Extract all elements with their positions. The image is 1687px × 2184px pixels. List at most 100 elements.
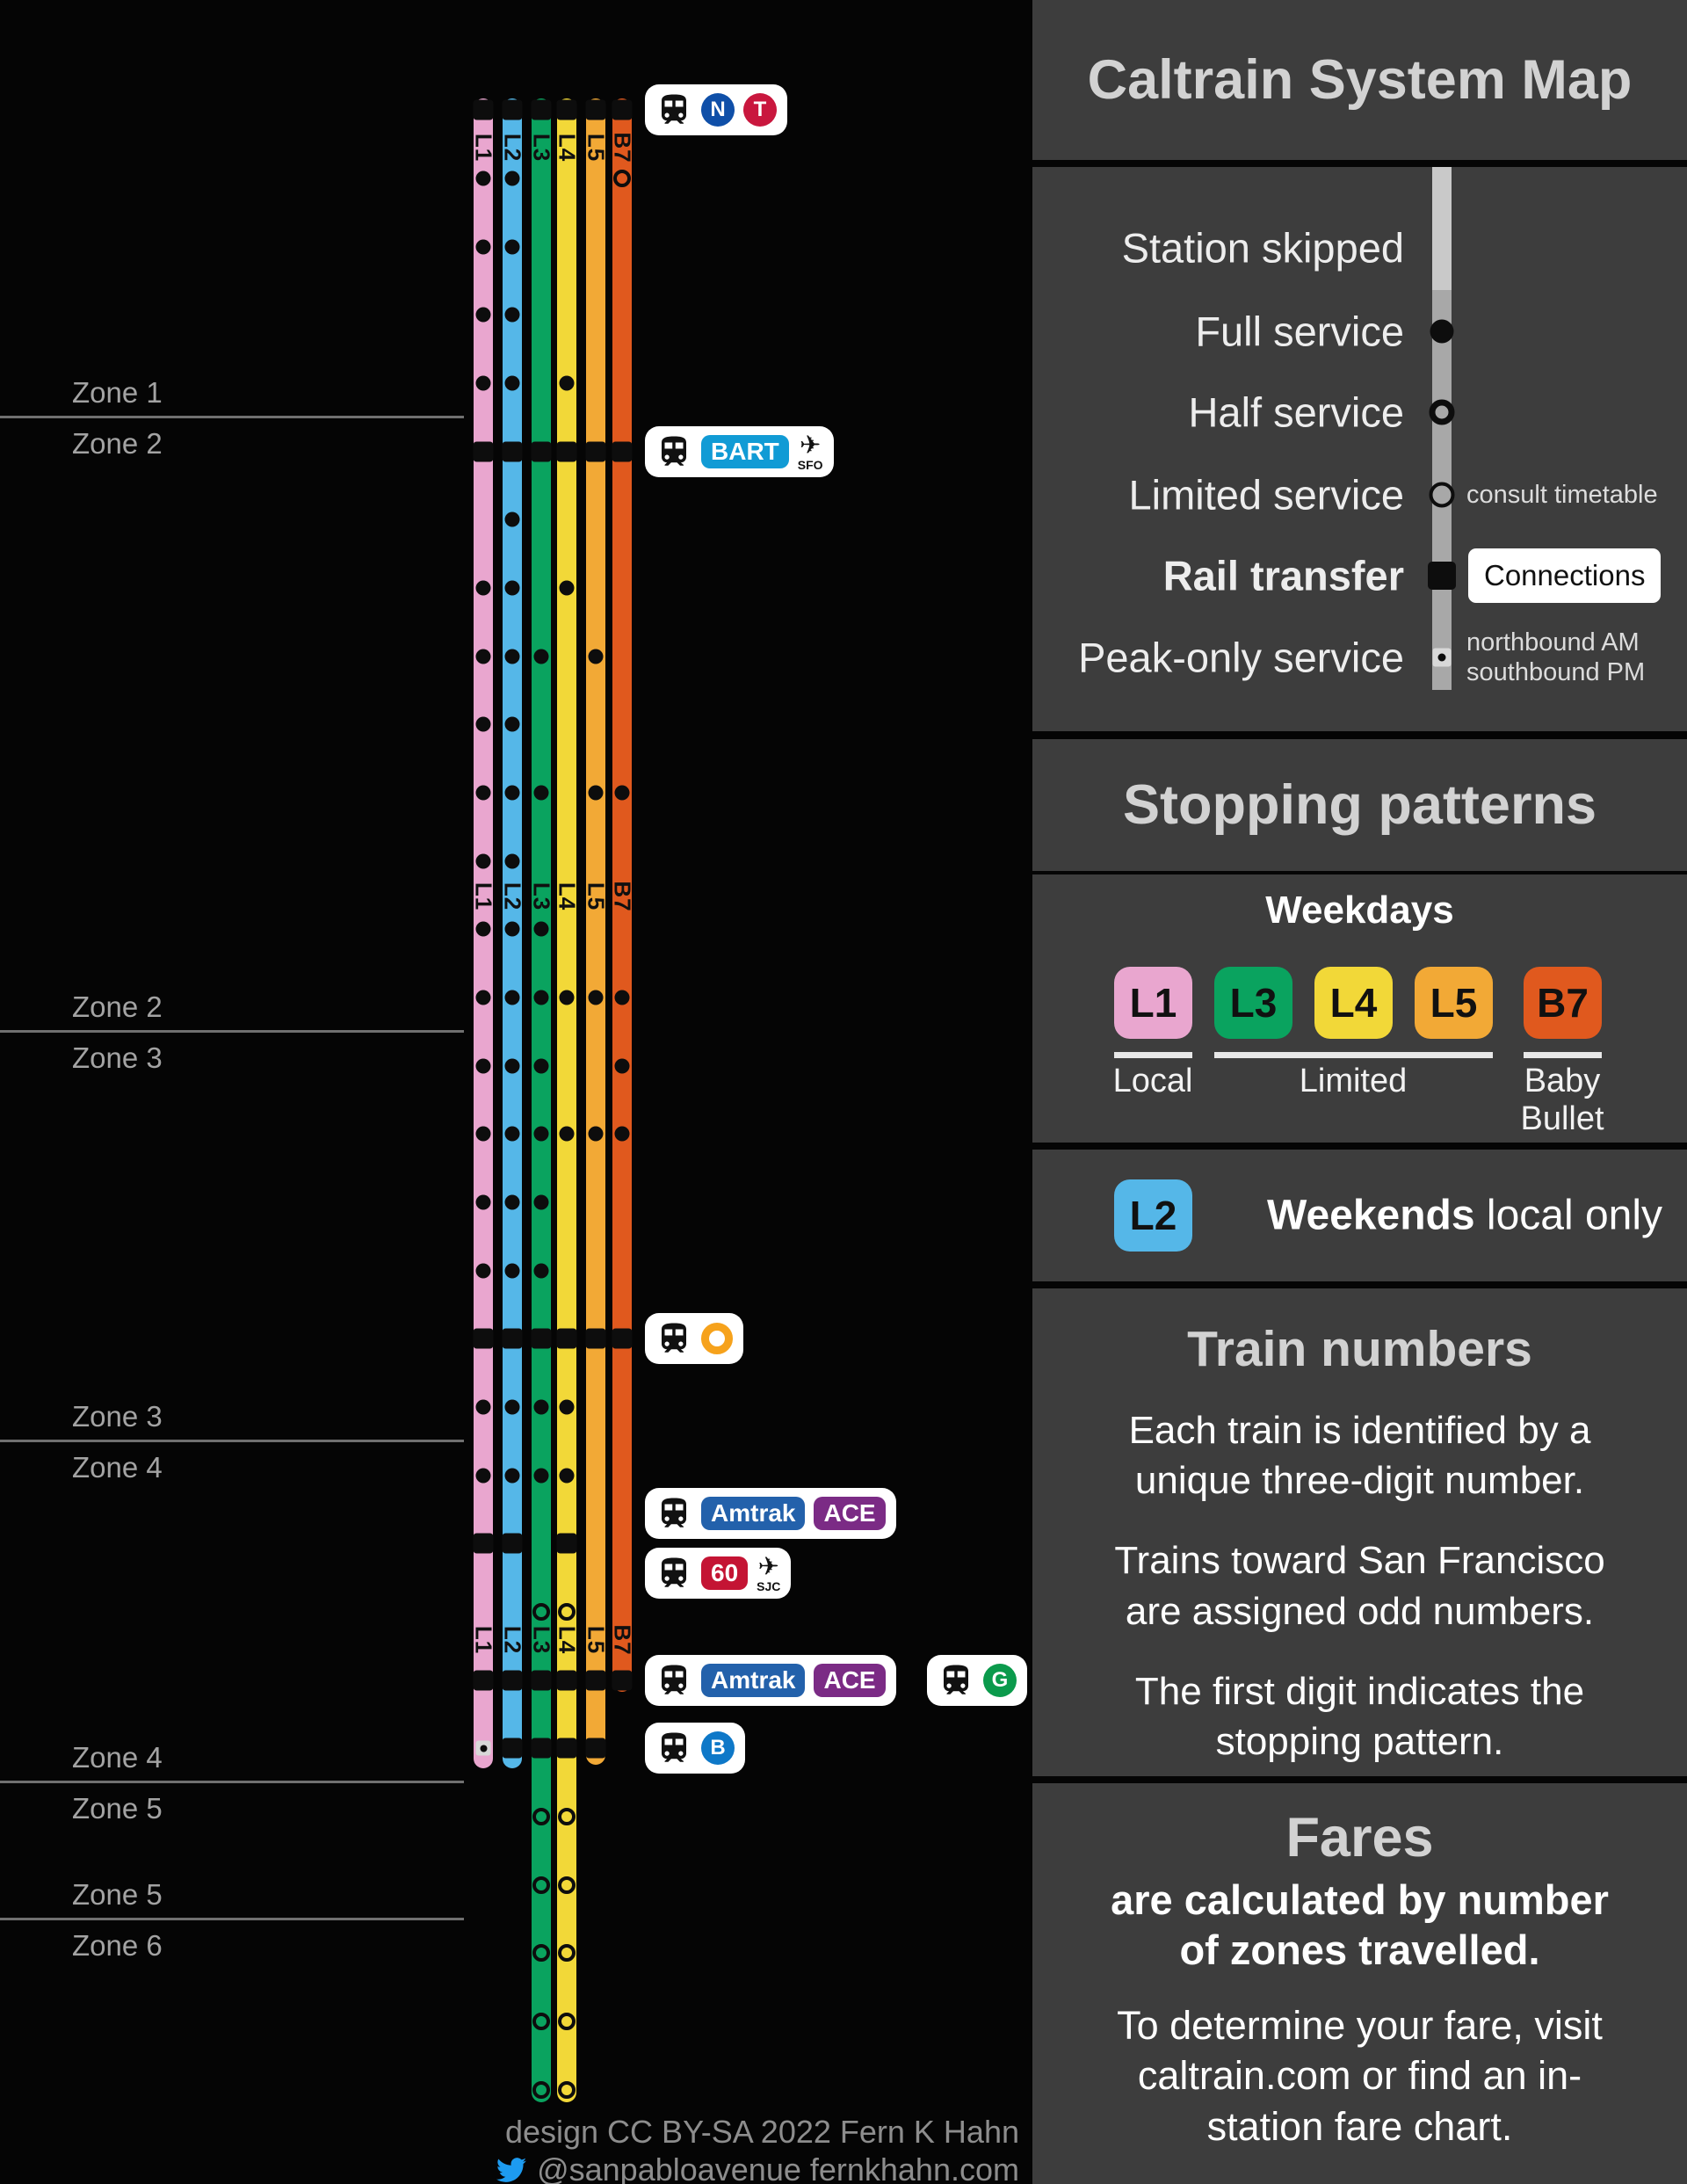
station-marker-square <box>502 1670 523 1691</box>
fares-panel: Fares are calculated by number of zones … <box>1032 1783 1687 2184</box>
station-marker-limited <box>558 1603 576 1621</box>
station-marker-square <box>585 1738 606 1759</box>
station-marker-full <box>475 990 491 1005</box>
station-marker-full <box>504 375 520 391</box>
station-marker-full <box>533 649 549 664</box>
station-marker-limited <box>613 170 631 187</box>
zone-label: Zone 6 <box>72 1929 163 1962</box>
connections-box: Connections <box>1468 548 1662 603</box>
legend-marker-square <box>1428 562 1456 590</box>
station-marker-full <box>614 1058 630 1074</box>
legend-note: consult timetable <box>1466 480 1658 509</box>
airplane-icon: ✈ SFO <box>798 432 823 471</box>
transit-pill-amtrak: Amtrak <box>701 1497 806 1530</box>
weekend-text-rest: local only <box>1474 1192 1663 1239</box>
train-numbers-paragraph: The first digit indicates the stopping p… <box>1134 1669 1585 1763</box>
station-marker-full <box>504 580 520 596</box>
legend-label-station-skipped: Station skipped <box>1121 224 1404 272</box>
train-icon <box>655 1730 692 1767</box>
legend-label-peak-only-service: Peak-only service <box>1078 634 1404 681</box>
legend-skipped-segment <box>1432 167 1452 290</box>
train-icon <box>655 1495 692 1532</box>
line-label-b7: B7 <box>609 1624 636 1656</box>
zone-boundary <box>0 1440 464 1442</box>
line-label-l2: L2 <box>499 882 526 911</box>
station-marker-full <box>559 1399 575 1415</box>
station-marker-square <box>612 1670 633 1691</box>
line-label-l3: L3 <box>528 1625 555 1655</box>
station-marker-full <box>614 990 630 1005</box>
station-marker-square <box>531 1328 552 1349</box>
stopping-patterns-heading: Stopping patterns <box>1123 774 1596 836</box>
station-marker-full <box>475 785 491 801</box>
station-marker-full <box>504 1058 520 1074</box>
legend-panel: Station skipped Full service Half service L… <box>1032 167 1687 731</box>
weekend-badge: L2 <box>1114 1179 1192 1252</box>
station-marker-full <box>504 512 520 527</box>
pattern-group-label-limited: Limited <box>1299 1063 1408 1099</box>
transit-bullet-g: G <box>983 1664 1017 1697</box>
zone-label: Zone 2 <box>72 427 163 460</box>
station-marker-full <box>559 990 575 1005</box>
pattern-badge-l4: L4 <box>1314 967 1393 1039</box>
station-marker-full <box>504 921 520 937</box>
station-marker-full <box>504 307 520 323</box>
line-label-b7: B7 <box>609 132 636 163</box>
station-marker-full <box>475 1399 491 1415</box>
line-label-l1: L1 <box>470 133 497 163</box>
zone-label: Zone 3 <box>72 1041 163 1074</box>
station-marker-full <box>504 171 520 186</box>
station-marker-full <box>614 785 630 801</box>
connection-badge: BART ✈ SFO <box>645 426 834 477</box>
train-icon <box>655 1320 692 1357</box>
station-marker-full <box>533 1399 549 1415</box>
peak-dot <box>480 1745 487 1752</box>
connection-badge: Amtrak ACE <box>645 1655 896 1706</box>
legend-marker-peak <box>1432 648 1452 667</box>
fares-heading: Fares <box>1285 1807 1434 1868</box>
line-label-b7: B7 <box>609 881 636 912</box>
station-marker-full <box>559 375 575 391</box>
train-numbers-panel: Train numbers Each train is identified b… <box>1032 1288 1687 1776</box>
station-marker-full <box>533 785 549 801</box>
station-marker-full <box>559 580 575 596</box>
line-label-l2: L2 <box>499 1625 526 1655</box>
station-marker-full <box>475 921 491 937</box>
line-label-l5: L5 <box>583 882 610 911</box>
transit-pill-amtrak: Amtrak <box>701 1664 806 1697</box>
station-marker-full <box>533 921 549 937</box>
connection-badge: G <box>927 1655 1027 1706</box>
station-marker-square <box>585 99 606 120</box>
zone-boundary <box>0 1781 464 1783</box>
station-marker-full <box>504 785 520 801</box>
station-marker-square <box>531 99 552 120</box>
train-icon <box>655 1662 692 1699</box>
station-marker-full <box>533 990 549 1005</box>
zone-boundary <box>0 416 464 418</box>
station-marker-full <box>533 1126 549 1142</box>
station-marker-limited <box>532 2081 550 2099</box>
legend-label-rail-transfer: Rail transfer <box>1162 552 1404 599</box>
station-marker-full <box>504 1126 520 1142</box>
zone-label: Zone 5 <box>72 1792 163 1825</box>
fares-body: To determine your fare, visit caltrain.c… <box>1117 2002 1603 2149</box>
weekday-badges: Weekdays L1 L3 L4 L5 B7 Local Limited Baby Bull… <box>1032 874 1687 1143</box>
station-marker-full <box>504 1194 520 1210</box>
transit-pill-bart: BART <box>701 435 789 468</box>
station-marker-square <box>556 441 577 462</box>
zone-label: Zone 4 <box>72 1451 163 1484</box>
station-marker-full <box>475 1263 491 1279</box>
station-marker-full <box>588 990 604 1005</box>
line-label-l3: L3 <box>528 133 555 163</box>
legend-sample-line <box>1432 167 1452 690</box>
station-marker-full <box>504 716 520 732</box>
page-title: Caltrain System Map <box>1087 49 1633 111</box>
pattern-badge-b7: B7 <box>1524 967 1602 1039</box>
legend-marker-limited <box>1429 482 1455 508</box>
station-marker-full <box>475 1468 491 1484</box>
fares-lead: are calculated by number of zones travel… <box>1111 1876 1609 1974</box>
station-marker-square <box>556 1328 577 1349</box>
transit-line-l4 <box>557 98 576 2102</box>
line-label-l4: L4 <box>554 133 581 163</box>
